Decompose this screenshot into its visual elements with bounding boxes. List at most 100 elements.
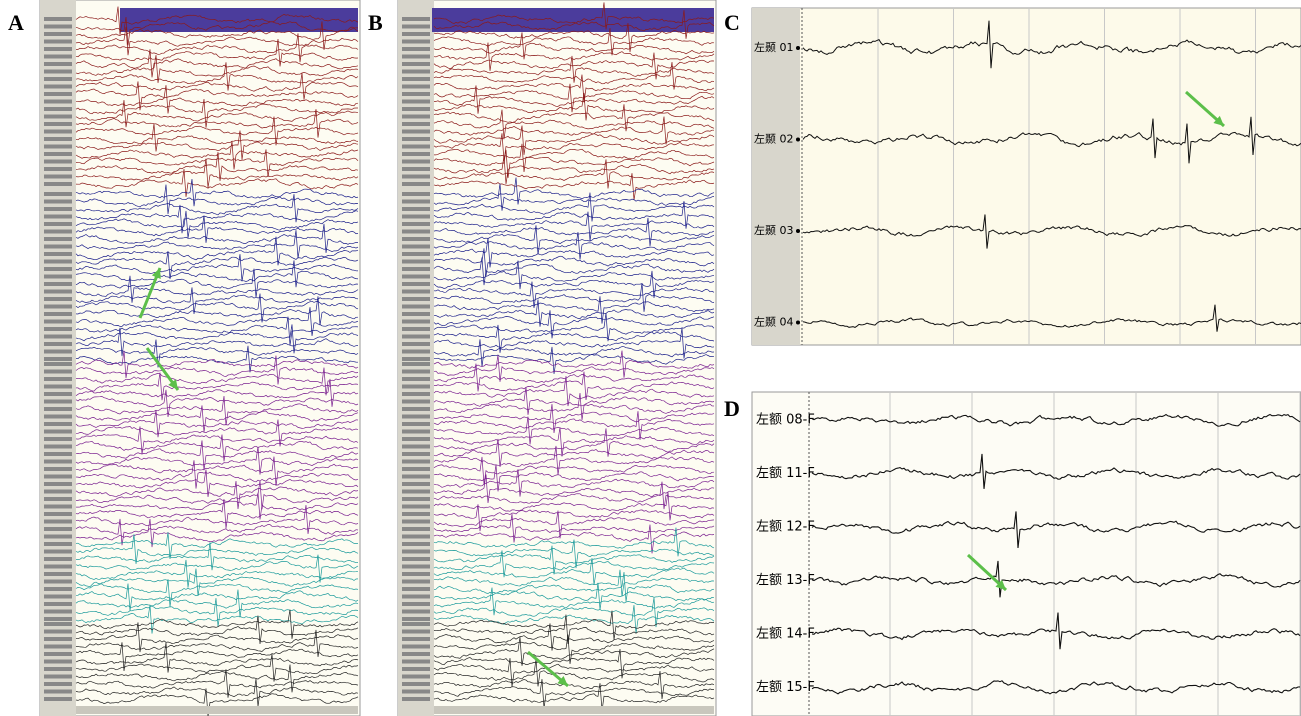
eeg-trace	[75, 158, 359, 188]
channel-tag	[402, 467, 430, 471]
channel-tag	[44, 362, 72, 366]
eeg-trace	[433, 376, 715, 407]
channel-tag	[402, 289, 430, 294]
channel-tag	[44, 342, 72, 346]
channel-tag	[44, 474, 72, 479]
channel-tag	[44, 549, 72, 554]
channel-tag	[44, 594, 72, 599]
eeg-trace	[433, 683, 715, 711]
channel-tag	[44, 92, 72, 96]
eeg-trace	[75, 179, 359, 207]
channel-tag	[402, 69, 430, 74]
eeg-trace	[433, 192, 715, 222]
channel-tag	[402, 609, 430, 614]
channel-tag	[44, 527, 72, 531]
eeg-trace	[75, 98, 358, 128]
eeg-trace	[433, 648, 715, 679]
eeg-trace	[433, 270, 715, 299]
eeg-trace	[433, 257, 715, 286]
eeg-trace	[433, 10, 715, 39]
eeg-trace	[75, 642, 359, 673]
eeg-trace	[75, 116, 359, 146]
eeg-trace	[75, 6, 359, 35]
eeg-trace	[75, 254, 359, 282]
channel-tag	[402, 444, 430, 449]
channel-tag	[44, 489, 72, 494]
channel-tag	[402, 152, 430, 156]
eeg-trace	[433, 281, 715, 309]
channel-tag	[402, 182, 430, 186]
eeg-trace	[75, 518, 359, 546]
eeg-trace	[433, 116, 714, 145]
channel-tag	[44, 312, 72, 316]
eeg-trace	[433, 404, 715, 434]
eeg-trace	[75, 469, 359, 497]
channel-tag	[402, 689, 430, 694]
eeg-trace	[433, 350, 715, 378]
channel-tag	[402, 39, 430, 44]
eeg-trace	[433, 513, 715, 543]
channel-tag	[44, 319, 72, 324]
eeg-trace	[75, 395, 359, 426]
channel-tag	[402, 282, 430, 286]
channel-tag	[402, 407, 430, 411]
channel-tag	[44, 497, 72, 501]
channel-tag	[44, 467, 72, 471]
channel-tag	[44, 207, 72, 211]
eeg-trace	[75, 16, 359, 46]
channel-tag	[44, 62, 72, 66]
eeg-trace	[75, 355, 359, 385]
eeg-trace	[433, 52, 715, 80]
eeg-trace	[75, 215, 359, 243]
eeg-trace	[433, 155, 715, 185]
channel-tag	[44, 579, 72, 584]
eeg-trace	[75, 568, 359, 596]
channel-tag	[402, 512, 430, 516]
channel-tag	[402, 377, 430, 381]
channel-tag	[402, 319, 430, 324]
channel-tag	[402, 384, 430, 389]
eeg-trace	[75, 251, 359, 280]
eeg-trace	[433, 201, 715, 229]
channel-tag	[44, 357, 72, 361]
eeg-trace	[433, 177, 715, 205]
eeg-trace	[75, 532, 358, 560]
channel-tag	[402, 24, 430, 29]
eeg-trace	[433, 610, 715, 640]
channel-label: 左额 15-F	[756, 680, 815, 695]
eeg-trace	[75, 678, 359, 707]
channel-tag	[44, 637, 72, 641]
channel-tag	[44, 54, 72, 59]
channel-tag	[44, 289, 72, 294]
channel-tag	[402, 334, 430, 339]
channel-tag	[44, 137, 72, 141]
channel-tag	[44, 17, 72, 21]
eeg-trace	[75, 287, 359, 315]
eeg-trace	[75, 72, 359, 100]
eeg-trace	[434, 143, 715, 173]
channel-tag	[44, 674, 72, 679]
channel-tag	[44, 39, 72, 44]
channel-tag	[44, 622, 72, 626]
eeg-trace	[75, 141, 359, 170]
eeg-trace	[433, 428, 715, 457]
channel-tag	[402, 474, 430, 479]
eeg-trace	[76, 345, 359, 373]
channel-tag	[44, 327, 72, 331]
eeg-trace	[433, 354, 715, 382]
channel-tag	[44, 32, 72, 36]
channel-tag	[44, 274, 72, 279]
channel-tag	[402, 667, 430, 671]
channel-tag	[402, 489, 430, 494]
arrow-head	[995, 579, 1006, 590]
eeg-trace	[433, 597, 715, 628]
channel-tag	[402, 452, 430, 456]
eeg-trace	[75, 554, 359, 583]
eeg-trace	[433, 296, 715, 324]
eeg-trace	[75, 622, 359, 653]
eeg-trace	[433, 83, 715, 113]
channel-tag	[44, 99, 72, 104]
eeg-trace	[75, 168, 359, 197]
channel-label: 左额 08-F	[756, 413, 815, 428]
eeg-trace	[433, 299, 715, 327]
